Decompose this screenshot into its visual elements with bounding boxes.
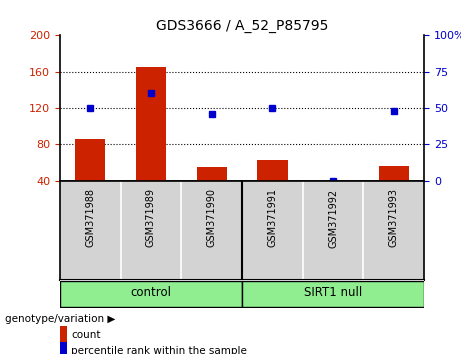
- Bar: [60, 281, 242, 307]
- Text: GSM371993: GSM371993: [389, 188, 399, 247]
- Bar: [257, 160, 288, 181]
- Text: GSM371992: GSM371992: [328, 188, 338, 247]
- Text: GSM371988: GSM371988: [85, 188, 95, 247]
- Bar: [60, 343, 67, 354]
- Text: control: control: [130, 286, 171, 299]
- Title: GDS3666 / A_52_P85795: GDS3666 / A_52_P85795: [156, 19, 328, 33]
- Text: count: count: [71, 330, 101, 340]
- Text: genotype/variation ▶: genotype/variation ▶: [5, 314, 115, 325]
- Text: GSM371989: GSM371989: [146, 188, 156, 247]
- Text: GSM371990: GSM371990: [207, 188, 217, 247]
- Text: percentile rank within the sample: percentile rank within the sample: [71, 346, 248, 354]
- Bar: [136, 67, 166, 181]
- Bar: [196, 167, 227, 181]
- Text: GSM371991: GSM371991: [267, 188, 278, 247]
- Bar: [60, 326, 67, 343]
- Bar: [242, 281, 424, 307]
- Bar: [75, 139, 106, 181]
- Text: SIRT1 null: SIRT1 null: [304, 286, 362, 299]
- Bar: [378, 166, 409, 181]
